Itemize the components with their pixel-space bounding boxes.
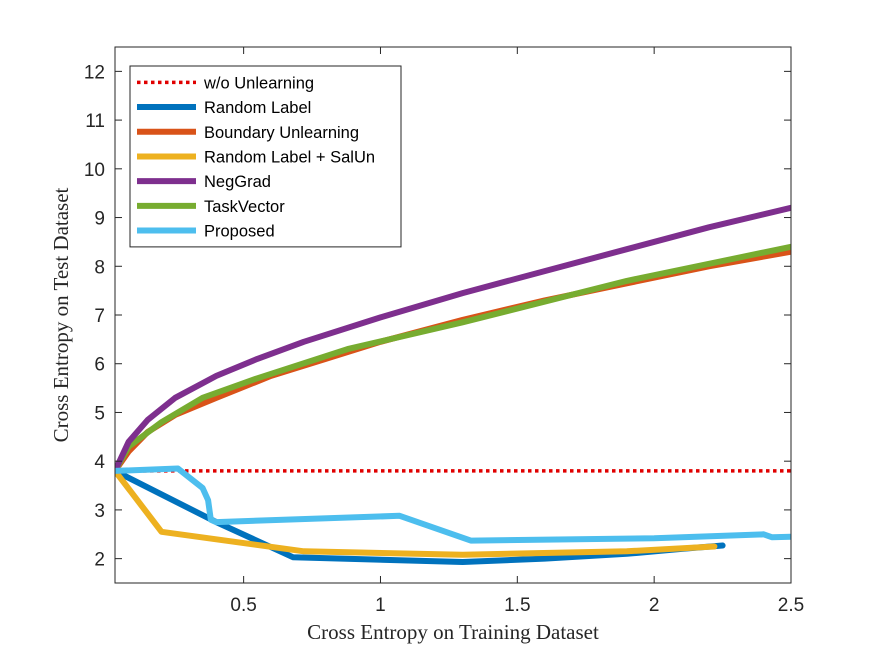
- x-tick-label: 1.5: [504, 595, 530, 616]
- y-tick-label: 10: [84, 160, 105, 181]
- x-tick-label: 2.5: [778, 595, 804, 616]
- x-tick-label: 2: [649, 595, 660, 616]
- series-layer: [115, 204, 791, 565]
- y-tick-label: 12: [84, 62, 105, 83]
- series-line-neggrad: [115, 204, 791, 474]
- y-tick-label: 9: [94, 209, 105, 230]
- x-tick-label: 1: [375, 595, 386, 616]
- y-axis-title: Cross Entropy on Test Dataset: [49, 187, 73, 442]
- series-line-random-label-salun: [115, 467, 718, 558]
- ticks-layer: 0.5 1 1.5 2 2.5 2 3 4 5 6 7 8 9 10 11 12: [84, 47, 804, 616]
- x-tick-label: 0.5: [230, 595, 256, 616]
- legend-label-random-label: Random Label: [204, 99, 311, 117]
- legend: w/o Unlearning Random Label Boundary Unlea…: [129, 65, 402, 248]
- y-tick-label: 4: [94, 452, 105, 473]
- legend-label-proposed: Proposed: [204, 223, 275, 241]
- y-tick-label: 5: [94, 403, 105, 424]
- y-tick-label: 8: [94, 257, 105, 278]
- legend-label-boundary-unlearning: Boundary Unlearning: [204, 124, 359, 142]
- y-tick-label: 11: [85, 111, 105, 132]
- series-line-proposed: [115, 465, 791, 544]
- x-axis-title: Cross Entropy on Training Dataset: [307, 620, 599, 644]
- legend-label-random-label-salun: Random Label + SalUn: [204, 148, 375, 166]
- y-tick-label: 7: [94, 306, 105, 327]
- legend-label-taskvector: TaskVector: [204, 198, 285, 216]
- series-line-taskvector: [115, 243, 791, 474]
- legend-label-neggrad: NegGrad: [204, 173, 271, 191]
- y-tick-label: 6: [94, 355, 105, 376]
- y-tick-label: 3: [94, 501, 105, 522]
- y-tick-label: 2: [94, 550, 105, 571]
- legend-label-w-o-unlearning: w/o Unlearning: [203, 74, 314, 92]
